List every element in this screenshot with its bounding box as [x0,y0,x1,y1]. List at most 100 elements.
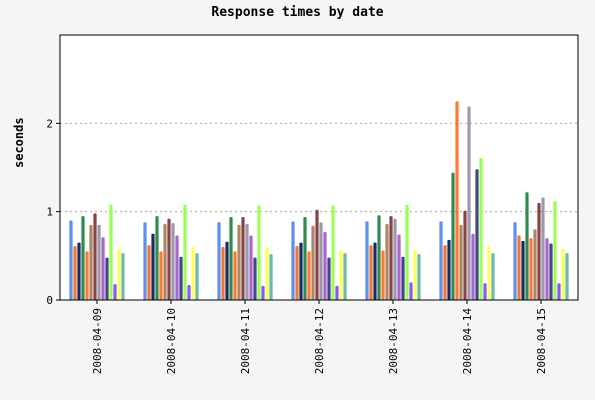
bar [299,242,303,300]
bar [77,242,81,300]
plot-frame [59,34,579,301]
bar [249,235,253,300]
bar [471,233,475,300]
bar [101,237,105,300]
bar [113,284,117,300]
bar [409,282,413,300]
bar [241,216,245,300]
bar [545,238,549,300]
x-tick-label: 2008-04-15 [535,308,548,374]
bar [455,101,459,300]
bar [537,202,541,300]
bar [253,257,257,300]
bar [443,245,447,300]
bar [413,249,417,300]
bar [261,285,265,300]
bar [459,224,463,300]
x-tick-label: 2008-04-13 [387,308,400,374]
bar [401,256,405,300]
bar [93,213,97,300]
bar [221,247,225,300]
bar [179,256,183,300]
bar [389,216,393,300]
bar [175,235,179,300]
bar [343,253,347,300]
bar [307,251,311,300]
bar [393,218,397,300]
bar [463,210,467,300]
bar [155,216,159,300]
bar [291,221,295,300]
bar [257,205,261,300]
bar [97,224,101,300]
bar [121,253,125,300]
bar [195,253,199,300]
bar [217,222,221,300]
chart-title: Response times by date [211,5,384,20]
bar [549,243,553,300]
bar [85,251,89,300]
y-tick-label: 2 [46,117,53,130]
bar [475,169,479,300]
bar [479,157,483,300]
bar [81,216,85,300]
bar [191,247,195,300]
bar [315,209,319,300]
bar [491,253,495,300]
bar [117,248,121,300]
bar [171,223,175,300]
bar [105,257,109,300]
bar [483,283,487,300]
bar [397,234,401,300]
bar [439,221,443,300]
bar [319,222,323,300]
bar [553,201,557,300]
x-tick-label: 2008-04-09 [91,308,104,374]
bar [331,205,335,300]
bar [159,251,163,300]
plot-background [60,35,578,300]
bar [143,222,147,300]
x-tick-label: 2008-04-14 [461,308,474,375]
bar [561,248,565,300]
bar [323,231,327,300]
bar [167,218,171,300]
bar [525,192,529,300]
y-tick-label: 1 [46,206,53,219]
bar [109,204,113,300]
bar [529,238,533,300]
bar [237,224,241,300]
bar [303,216,307,300]
bar [377,215,381,300]
bar [265,247,269,300]
bar [557,283,561,300]
x-tick-label: 2008-04-11 [239,308,252,374]
bar [517,235,521,300]
bar [541,197,545,300]
bar [447,239,451,300]
bar [151,233,155,300]
x-tick-label: 2008-04-12 [313,308,326,374]
bar [335,285,339,300]
bar [405,204,409,300]
bar [233,251,237,300]
bar [417,254,421,300]
bar [69,220,73,300]
bar [187,284,191,300]
bar [385,224,389,300]
bar [339,250,343,300]
bar [73,246,77,300]
bar [229,216,233,300]
bar [269,254,273,300]
bar [225,241,229,300]
bar [295,246,299,300]
bar [327,257,331,300]
bar [565,253,569,300]
bar [89,224,93,300]
bar [487,246,491,300]
bar [467,106,471,300]
bar [365,221,369,300]
bar [163,224,167,300]
bar [147,245,151,300]
